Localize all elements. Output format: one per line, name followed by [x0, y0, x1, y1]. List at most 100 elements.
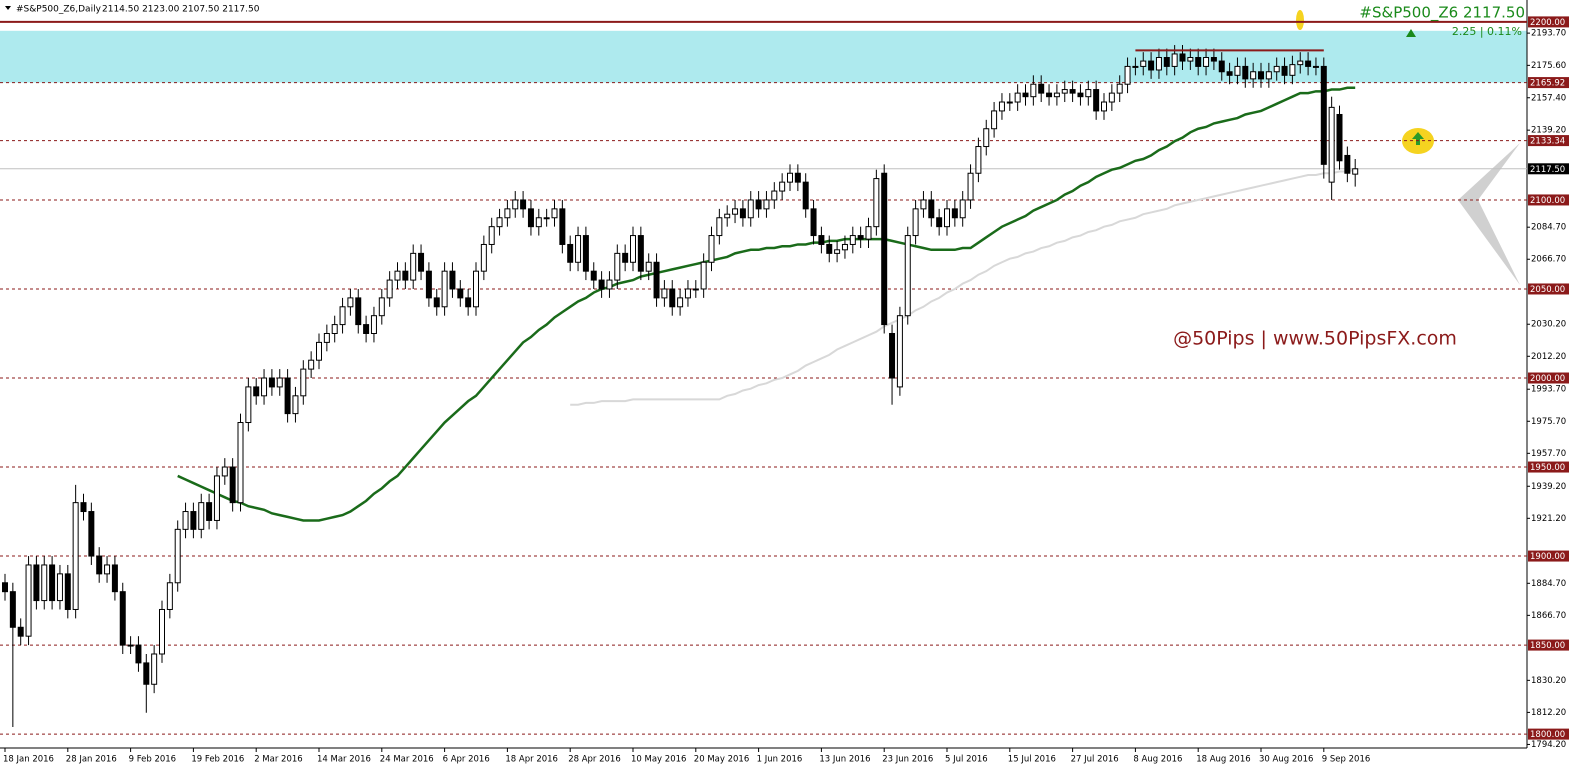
- candle-body: [1163, 57, 1170, 67]
- candle-body: [826, 243, 833, 254]
- candle-body: [959, 199, 966, 219]
- candle-body: [96, 555, 103, 575]
- candle-body: [606, 279, 613, 290]
- candle-body: [2, 582, 8, 593]
- y-tick-label: 1812.20: [1531, 708, 1566, 718]
- candle-body: [928, 199, 935, 219]
- candle-body: [512, 199, 519, 210]
- candle-body: [292, 395, 299, 415]
- candle-body: [1179, 53, 1186, 62]
- candle-body: [1148, 60, 1155, 71]
- moving-average: [570, 168, 1356, 406]
- candle-body: [787, 172, 793, 183]
- level-label: 1800.00: [1530, 730, 1565, 740]
- x-tick-label: 30 Aug 2016: [1259, 755, 1313, 765]
- y-tick-label: 2084.70: [1531, 223, 1566, 233]
- candle-body: [535, 217, 542, 228]
- candle-body: [614, 252, 621, 281]
- zone-layer: [0, 30, 1527, 83]
- level-label-box: [1528, 461, 1569, 473]
- y-tick-label: 1794.20: [1531, 740, 1566, 750]
- candle-body: [347, 297, 354, 308]
- level-label-box: [1528, 194, 1569, 206]
- candle-body: [56, 573, 63, 602]
- candle-body: [1210, 57, 1217, 62]
- candle-body: [213, 475, 220, 521]
- candle-body: [111, 564, 118, 593]
- menu-arrow: [5, 6, 11, 10]
- candle-body: [1093, 89, 1100, 112]
- candle-body: [151, 653, 158, 685]
- candle-body: [677, 297, 684, 308]
- candle-body: [1305, 60, 1312, 67]
- candle-body: [143, 662, 150, 685]
- signal-icon: [1412, 132, 1424, 145]
- candle-body: [1077, 92, 1084, 98]
- ohlc-label: 2114.50 2123.00 2107.50 2117.50: [102, 5, 260, 15]
- x-tick-label: 20 May 2016: [694, 755, 749, 765]
- y-tick-label: 2139.20: [1531, 126, 1566, 136]
- candle-body: [370, 315, 377, 334]
- candle-body: [653, 261, 660, 299]
- candle-body: [1140, 60, 1147, 67]
- candle-body: [1281, 65, 1288, 76]
- candle-body: [308, 359, 315, 370]
- candle-body: [1061, 89, 1068, 94]
- candle-body: [755, 199, 762, 210]
- candle-body: [433, 297, 440, 308]
- candle-body: [268, 377, 275, 388]
- candle-body: [1030, 83, 1037, 98]
- x-tick-label: 9 Sep 2016: [1322, 755, 1370, 765]
- candle-body: [17, 626, 24, 637]
- candle-body: [1022, 92, 1029, 98]
- candle-body: [810, 208, 817, 237]
- candle-body: [25, 564, 32, 637]
- y-tick-label: 2030.20: [1531, 320, 1566, 330]
- y-tick-label: 1975.70: [1531, 417, 1566, 427]
- candle-body: [402, 270, 409, 281]
- resistance-zone: [0, 30, 1527, 83]
- candle-body: [229, 466, 236, 504]
- candle-body: [684, 288, 691, 299]
- candle-body: [1258, 71, 1264, 80]
- candle-body: [724, 213, 731, 219]
- level-label-box: [1528, 550, 1569, 562]
- candle-body: [72, 502, 79, 610]
- candle-body: [802, 181, 809, 210]
- level-label-box: [1528, 135, 1569, 147]
- candle-body: [1132, 65, 1139, 68]
- candle-body: [598, 279, 605, 290]
- candle-body: [818, 235, 825, 245]
- candle-body: [645, 261, 652, 272]
- x-tick-label: 19 Feb 2016: [191, 755, 244, 765]
- current-price-label: 2117.50: [1530, 165, 1565, 175]
- candle-body: [763, 199, 770, 210]
- level-label-box: [1528, 728, 1569, 740]
- candle-body: [284, 377, 291, 415]
- candle-body: [975, 146, 982, 174]
- candle-body: [88, 511, 95, 557]
- candle-body: [1312, 65, 1319, 68]
- candle-body: [622, 252, 629, 263]
- candle-body: [190, 511, 197, 530]
- candle-body: [441, 270, 448, 308]
- candle-body: [363, 324, 370, 334]
- level-label: 2050.00: [1530, 285, 1565, 295]
- x-tick-label: 14 Mar 2016: [317, 755, 371, 765]
- candle-body: [739, 208, 746, 219]
- candle-body: [261, 377, 268, 397]
- candle-body: [1014, 92, 1021, 103]
- candle-body: [841, 243, 848, 251]
- current-price-box: [1528, 163, 1569, 175]
- candle-body: [700, 261, 707, 290]
- level-label: 1950.00: [1530, 463, 1565, 473]
- x-tick-label: 24 Mar 2016: [380, 755, 434, 765]
- candle-body: [1289, 64, 1296, 76]
- candle-body: [1101, 101, 1107, 112]
- candle-body: [1069, 89, 1076, 94]
- candle-body: [559, 208, 566, 245]
- candle-body: [473, 270, 479, 308]
- candle-body: [543, 217, 550, 220]
- candle-body: [575, 235, 582, 263]
- candle-body: [394, 270, 401, 281]
